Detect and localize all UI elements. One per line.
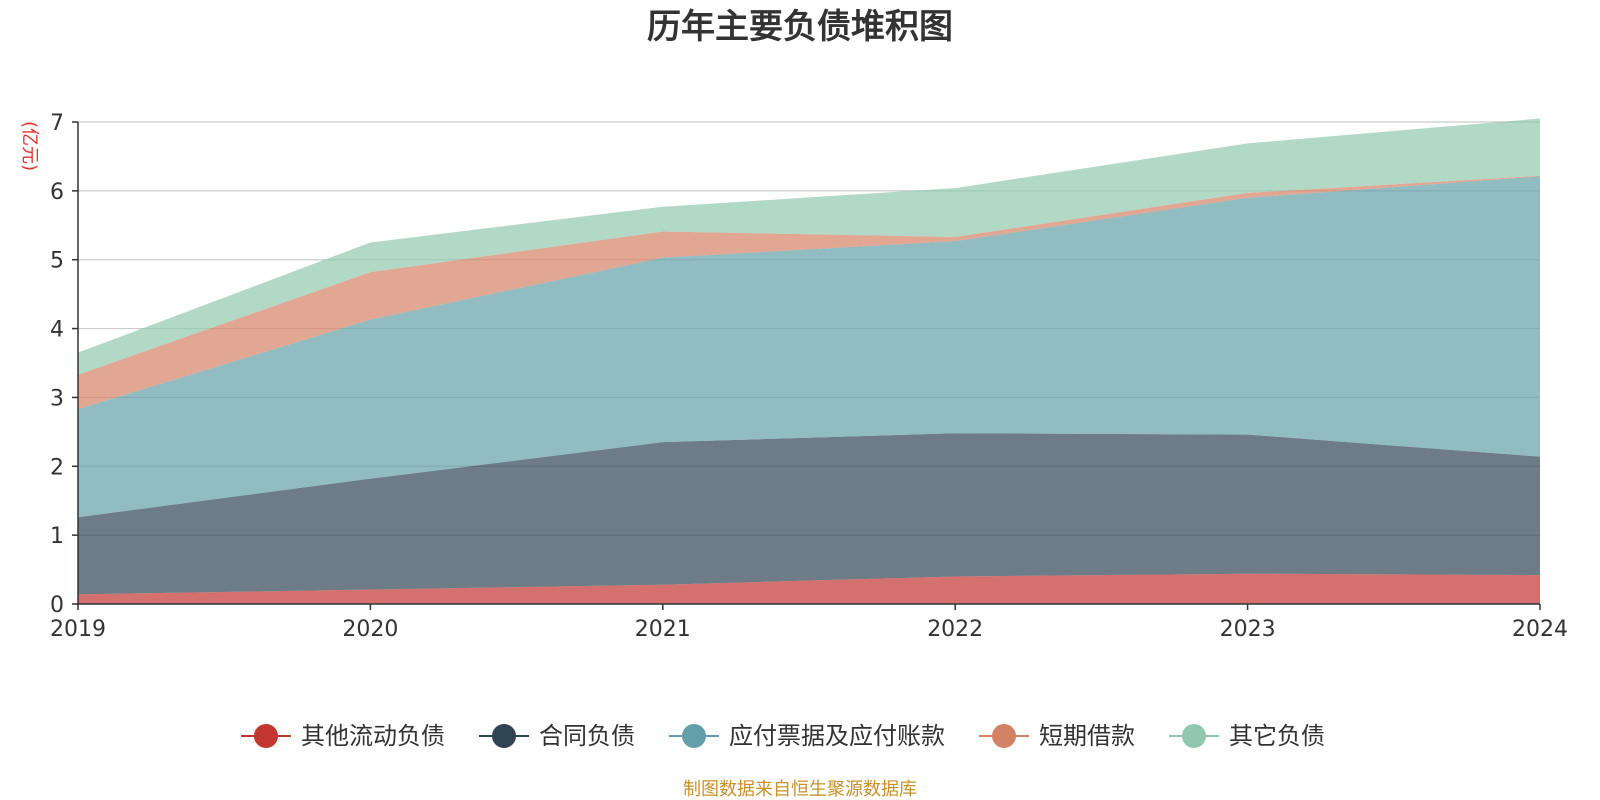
data-source-note: 制图数据来自恒生聚源数据库 <box>683 779 917 800</box>
legend-label: 其他流动负债 <box>301 722 445 750</box>
chart-title: 历年主要负债堆积图 <box>647 7 953 47</box>
legend-label: 短期借款 <box>1039 722 1135 750</box>
x-tick-label: 2020 <box>342 617 398 642</box>
y-tick-label: 4 <box>50 318 64 343</box>
area-series-5[interactable] <box>78 118 1540 375</box>
legend-marker <box>254 724 278 748</box>
legend-item-3[interactable]: 应付票据及应付账款 <box>669 722 945 750</box>
legend-item-1[interactable]: 其他流动负债 <box>241 722 445 750</box>
y-tick-label: 2 <box>50 455 64 480</box>
axes: 0 1 2 3 4 5 6 7 2019 2020 2021 2022 2023 2024 <box>50 111 1568 642</box>
legend-label: 其它负债 <box>1229 722 1325 750</box>
area-series-3[interactable] <box>78 176 1540 518</box>
x-tick-label: 2019 <box>50 617 106 642</box>
area-series-layer <box>78 118 1540 604</box>
x-tick-label: 2023 <box>1220 617 1276 642</box>
y-tick-label: 7 <box>50 111 64 136</box>
x-tick-label: 2022 <box>927 617 983 642</box>
legend-item-2[interactable]: 合同负债 <box>479 722 635 750</box>
legend-item-5[interactable]: 其它负债 <box>1169 722 1325 750</box>
y-tick-label: 3 <box>50 386 64 411</box>
legend[interactable]: 其他流动负债 合同负债 应付票据及应付账款 短期借款 其它负债 <box>241 722 1325 750</box>
y-tick-label: 0 <box>50 593 64 618</box>
y-tick-label: 6 <box>50 180 64 205</box>
area-series-2[interactable] <box>78 433 1540 595</box>
legend-label: 合同负债 <box>539 722 635 750</box>
legend-marker <box>492 724 516 748</box>
legend-marker <box>992 724 1016 748</box>
legend-item-4[interactable]: 短期借款 <box>979 722 1135 750</box>
y-tick-label: 1 <box>50 524 64 549</box>
area-series-1[interactable] <box>78 573 1540 604</box>
x-tick-label: 2024 <box>1512 617 1568 642</box>
legend-label: 应付票据及应付账款 <box>729 722 945 750</box>
legend-marker <box>1182 724 1206 748</box>
y-axis-unit-label: (亿元) <box>19 121 40 171</box>
area-series-4[interactable] <box>78 175 1540 410</box>
y-tick-label: 5 <box>50 249 64 274</box>
x-tick-label: 2021 <box>635 617 691 642</box>
legend-marker <box>682 724 706 748</box>
